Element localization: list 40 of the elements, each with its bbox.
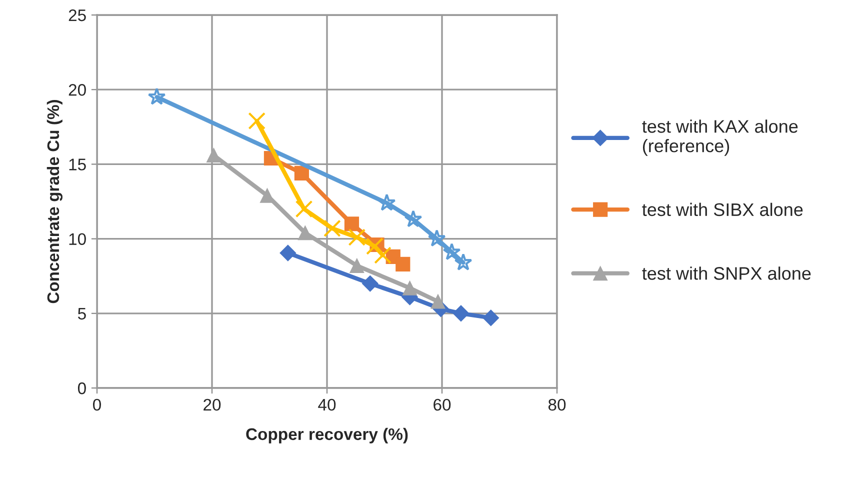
point: [430, 294, 446, 309]
point: [442, 242, 461, 260]
point: [323, 220, 341, 238]
x-tick-label: 20: [204, 398, 221, 411]
point: [148, 88, 166, 105]
point: [295, 200, 313, 218]
point: [482, 310, 500, 326]
x-tick-label: 0: [93, 398, 101, 411]
point: [350, 258, 364, 273]
point: [374, 246, 392, 264]
legend-label: test with KAX alone (reference): [642, 120, 798, 156]
point: [344, 216, 360, 232]
y-tick-label: 20: [68, 84, 86, 96]
y-tick-label: 0: [78, 382, 86, 394]
point: [294, 166, 309, 180]
point: [206, 148, 222, 163]
point: [366, 238, 384, 255]
point: [402, 280, 418, 296]
point: [298, 226, 312, 240]
y-tick-label: 15: [69, 158, 86, 170]
point: [428, 229, 446, 247]
y-tick-label: 5: [78, 308, 86, 320]
y-tick-label: 10: [69, 233, 86, 246]
point: [404, 210, 422, 228]
point: [348, 228, 366, 246]
y-tick-label: 25: [68, 9, 86, 22]
x-tick-label: 80: [548, 398, 566, 411]
point: [378, 194, 396, 211]
x-tick-label: 40: [318, 398, 336, 411]
legend-label: test with SNPX alone: [642, 266, 811, 280]
y-axis-title: Concentrate grade Cu (%): [46, 100, 62, 304]
point: [396, 256, 410, 272]
point: [280, 244, 296, 262]
point: [454, 253, 472, 270]
x-tick-label: 60: [434, 398, 451, 411]
x-axis-title: Copper recovery (%): [246, 428, 408, 444]
point: [362, 275, 378, 292]
legend-label: test with SIBX alone: [642, 202, 803, 216]
point: [452, 305, 470, 322]
point: [248, 112, 266, 130]
